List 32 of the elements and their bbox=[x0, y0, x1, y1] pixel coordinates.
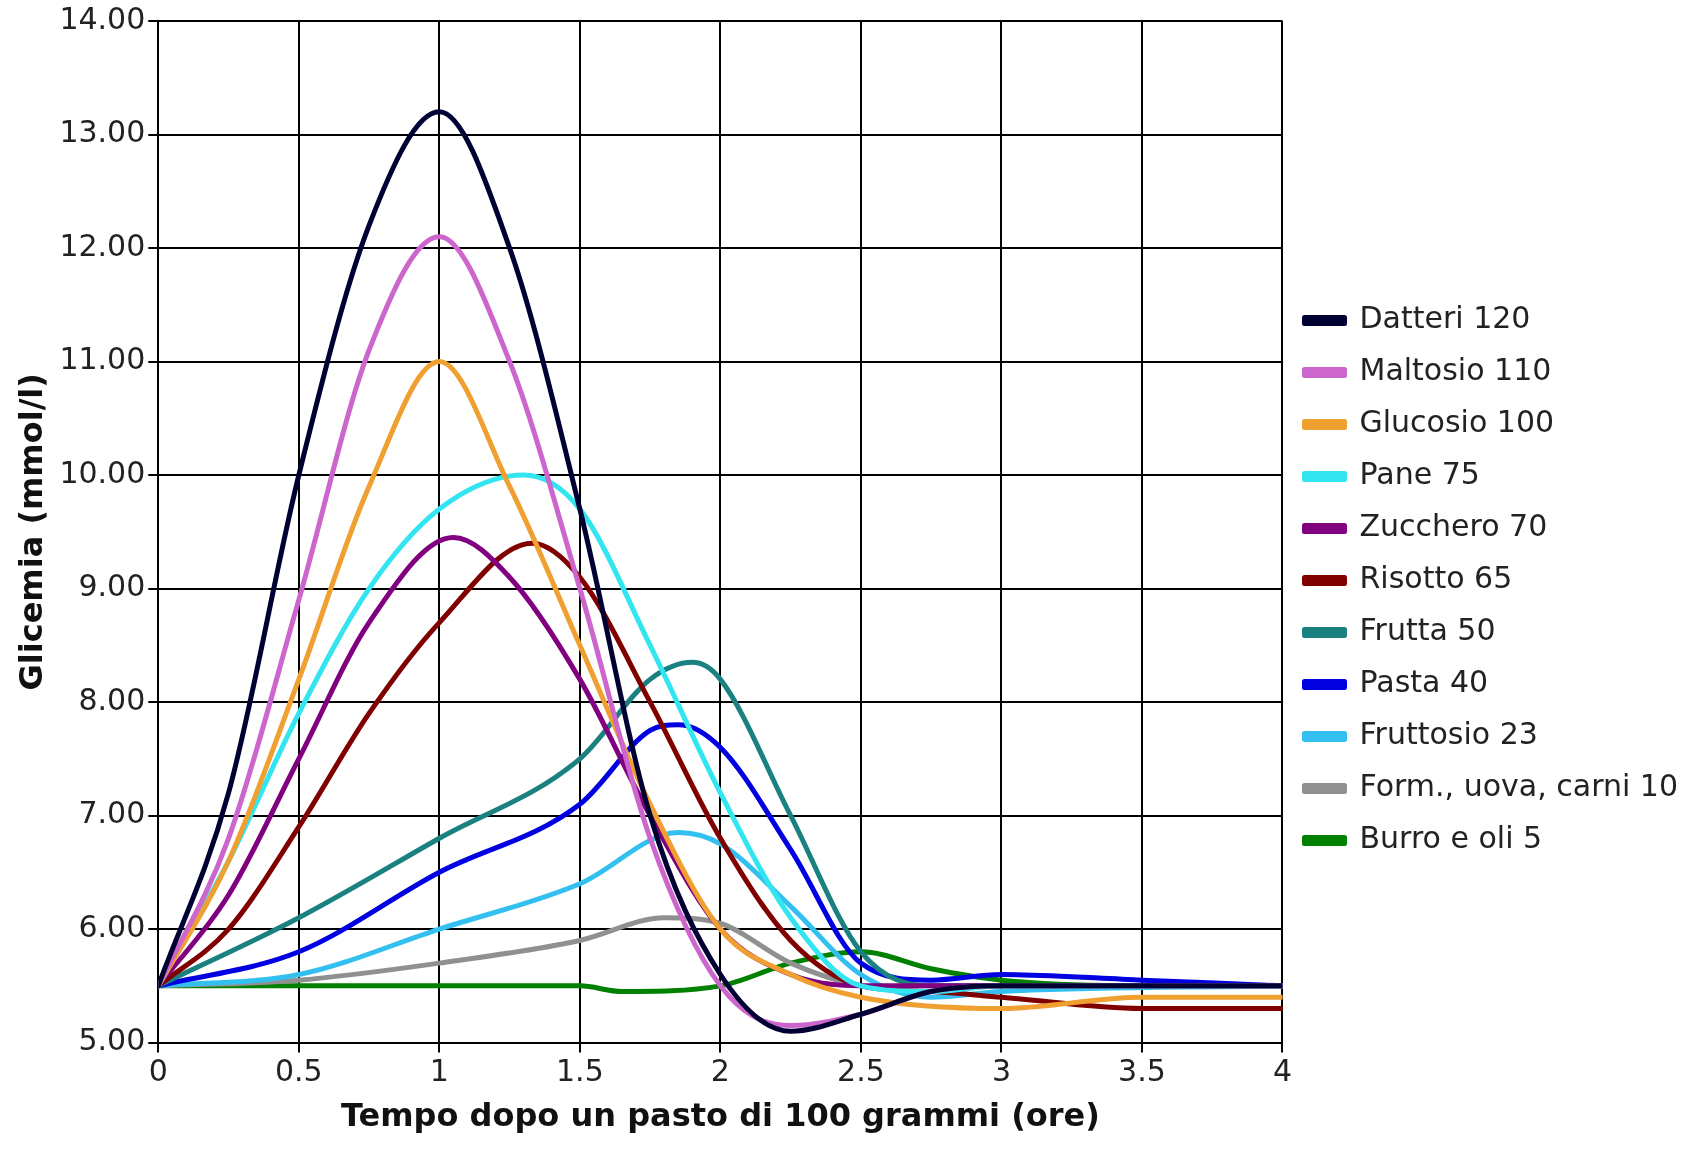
x-tick-label: 1.5 bbox=[556, 1053, 604, 1089]
x-tick-label: 3.5 bbox=[1118, 1053, 1166, 1089]
legend-label: Risotto 65 bbox=[1359, 560, 1513, 596]
y-tick-label: 11.00 bbox=[59, 341, 146, 377]
y-tick-label: 8.00 bbox=[78, 681, 146, 717]
x-tick-label: 0 bbox=[148, 1053, 168, 1089]
y-tick-label: 12.00 bbox=[59, 227, 146, 263]
x-tick-label: 2.5 bbox=[837, 1053, 885, 1089]
y-tick-label: 10.00 bbox=[59, 454, 146, 490]
y-tick-label: 5.00 bbox=[78, 1022, 146, 1058]
legend-label: Glucosio 100 bbox=[1359, 404, 1555, 440]
x-tick-label: 0.5 bbox=[274, 1053, 323, 1089]
legend-label: Maltosio 110 bbox=[1359, 352, 1552, 388]
x-axis-title: Tempo dopo un pasto di 100 grammi (ore) bbox=[340, 1096, 1100, 1135]
y-axis-title: Glicemia (mmol/l) bbox=[11, 373, 50, 691]
x-tick-label: 2 bbox=[710, 1053, 730, 1089]
legend-label: Form., uova, carni 10 bbox=[1359, 768, 1679, 804]
legend-label: Pane 75 bbox=[1359, 456, 1480, 492]
legend-label: Burro e oli 5 bbox=[1359, 820, 1543, 856]
y-tick-label: 13.00 bbox=[59, 114, 146, 150]
y-tick-label: 7.00 bbox=[78, 795, 146, 831]
y-tick-label: 9.00 bbox=[78, 568, 146, 604]
legend-label: Zucchero 70 bbox=[1359, 508, 1548, 544]
y-tick-label: 6.00 bbox=[78, 908, 146, 944]
y-tick-label: 14.00 bbox=[59, 0, 146, 36]
x-tick-label: 4 bbox=[1272, 1053, 1293, 1089]
legend-label: Frutta 50 bbox=[1359, 612, 1496, 648]
legend-label: Pasta 40 bbox=[1359, 664, 1489, 700]
legend-label: Fruttosio 23 bbox=[1359, 716, 1538, 752]
x-tick-label: 3 bbox=[991, 1053, 1011, 1089]
legend-label: Datteri 120 bbox=[1359, 300, 1531, 336]
x-tick-label: 1 bbox=[429, 1053, 449, 1089]
